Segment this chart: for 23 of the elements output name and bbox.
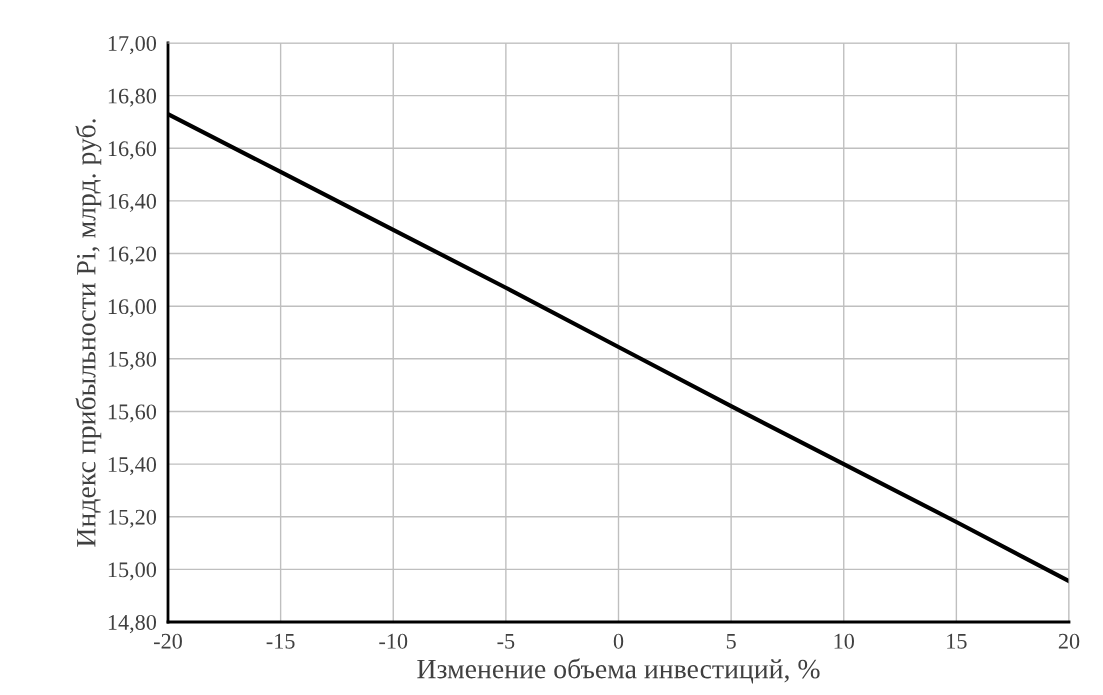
y-tick-label: 16,20 [108, 246, 157, 265]
y-tick-label: 16,40 [108, 193, 157, 213]
y-tick-label: 15,80 [108, 351, 157, 370]
y-axis-title: Индекс прибыльности Pi, млрд. руб. [75, 119, 102, 547]
x-axis-title: Изменение объема инвестиций, % [417, 658, 820, 684]
x-tick-label: -20 [154, 633, 182, 649]
x-tick-label: -5 [497, 633, 515, 649]
y-tick-label: 16,00 [108, 299, 157, 318]
y-tick-label: 17,00 [108, 35, 157, 55]
y-tick-label: 15,40 [108, 457, 157, 476]
y-tick-label: 16,80 [108, 88, 157, 107]
x-tick-label: 0 [613, 633, 624, 649]
x-tick-label: 20 [1058, 633, 1080, 649]
y-tick-label: 15,20 [108, 509, 157, 528]
x-tick-label: 5 [726, 633, 736, 649]
x-tick-label: 15 [947, 633, 967, 649]
x-tick-label: -15 [266, 633, 295, 649]
x-tick-label: -10 [379, 633, 408, 649]
y-tick-label: 15,60 [108, 404, 157, 423]
y-tick-label: 15,00 [108, 562, 157, 581]
x-tick-label: 10 [834, 633, 855, 649]
y-tick-label: 14,80 [108, 614, 157, 634]
y-tick-label: 16,60 [108, 141, 157, 160]
